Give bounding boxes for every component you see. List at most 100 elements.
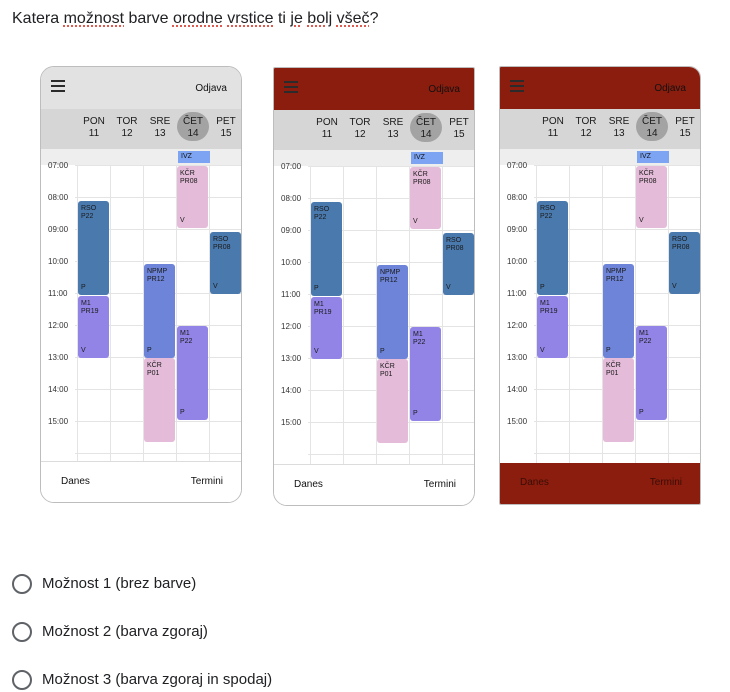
day-header-row: PON 11 TOR 12 SRE 13 ČET 14 PET 15	[41, 109, 241, 149]
calendar-event[interactable]: KČR P01	[603, 358, 634, 443]
question-word: je	[290, 10, 303, 27]
calendar-event[interactable]: M1 PR19 V	[78, 295, 109, 358]
today-button[interactable]: Danes	[520, 477, 549, 488]
time-label: 14:00	[507, 385, 528, 394]
calendar-event[interactable]: KČR P01	[377, 359, 408, 444]
calendar-event[interactable]: KČR P01	[144, 358, 175, 443]
event-code: KČR	[147, 362, 162, 369]
day-number: 15	[679, 128, 691, 139]
time-label: 14:00	[48, 385, 69, 394]
logout-link[interactable]: Odjava	[195, 83, 227, 94]
all-day-event[interactable]: IVZ	[411, 152, 443, 164]
calendar-event[interactable]: NPMP PR12 P	[144, 263, 175, 358]
hamburger-menu-icon[interactable]	[510, 80, 524, 92]
calendar-event[interactable]: RSO PR08 V	[669, 231, 700, 294]
day-name: PON	[316, 117, 338, 128]
event-room: PR08	[213, 243, 231, 251]
day-header[interactable]: SRE 13	[144, 116, 176, 140]
day-header[interactable]: SRE 13	[603, 116, 635, 140]
time-label: 13:00	[281, 354, 302, 363]
day-header[interactable]: ČET 14	[410, 113, 442, 142]
time-label: 15:00	[48, 417, 69, 426]
calendar-event[interactable]: NPMP PR12 P	[377, 264, 408, 359]
calendar-event[interactable]: RSO P22 P	[311, 202, 342, 297]
event-type: P	[81, 284, 86, 292]
day-name: PON	[83, 116, 105, 127]
hamburger-menu-icon[interactable]	[51, 80, 65, 92]
question-text: barve	[124, 10, 173, 27]
event-room: PR08	[446, 244, 464, 252]
day-name: PET	[449, 117, 469, 128]
calendar-event[interactable]: M1 PR19 V	[537, 295, 568, 358]
calendar-event[interactable]: KČR PR08 V	[636, 166, 667, 228]
radio-button[interactable]	[12, 574, 32, 594]
time-label: 07:00	[507, 161, 528, 170]
all-day-strip: IVZ	[500, 149, 700, 165]
grid-line	[602, 165, 603, 465]
event-code: RSO	[314, 206, 330, 214]
event-code: RSO	[81, 205, 97, 213]
question-word: všeč	[336, 10, 370, 27]
calendar-event[interactable]: KČR PR08 V	[177, 166, 208, 228]
day-header[interactable]: ČET 14	[636, 112, 668, 141]
event-type: V	[672, 282, 677, 290]
event-type: V	[213, 282, 218, 290]
event-code: KČR	[606, 362, 621, 369]
calendar-event[interactable]: M1 P22 P	[410, 327, 441, 421]
day-number: 12	[580, 128, 592, 139]
calendar-event[interactable]: RSO P22 P	[537, 201, 568, 296]
event-type: V	[180, 217, 185, 224]
day-header-row: PON 11 TOR 12 SRE 13 ČET 14 PET 15	[500, 109, 700, 149]
time-label: 15:00	[281, 418, 302, 427]
radio-button[interactable]	[12, 622, 32, 642]
calendar-event[interactable]: RSO P22 P	[78, 201, 109, 296]
day-header[interactable]: PON 11	[537, 116, 569, 140]
day-name: TOR	[575, 116, 597, 127]
time-label: 11:00	[281, 290, 301, 299]
day-header[interactable]: PON 11	[78, 116, 110, 140]
terms-button[interactable]: Termini	[649, 477, 682, 488]
day-header[interactable]: TOR 12	[570, 116, 602, 140]
calendar-event[interactable]: RSO PR08 V	[443, 232, 474, 295]
hamburger-menu-icon[interactable]	[284, 81, 298, 93]
day-header[interactable]: PON 11	[311, 117, 343, 141]
radio-button[interactable]	[12, 670, 32, 690]
day-number: 14	[420, 129, 432, 140]
event-type: V	[446, 283, 451, 291]
day-name: SRE	[382, 117, 404, 128]
day-header[interactable]: PET 15	[443, 117, 474, 141]
calendar-event[interactable]: RSO PR08 V	[210, 231, 241, 294]
calendar-event[interactable]: NPMP PR12 P	[603, 263, 634, 358]
event-type: P	[380, 347, 385, 355]
day-header[interactable]: PET 15	[210, 116, 241, 140]
day-number: 12	[121, 128, 133, 139]
day-header[interactable]: SRE 13	[377, 117, 409, 141]
all-day-event[interactable]: IVZ	[178, 151, 210, 163]
all-day-event[interactable]: IVZ	[637, 151, 669, 163]
day-header[interactable]: PET 15	[669, 116, 700, 140]
logout-link[interactable]: Odjava	[428, 84, 460, 95]
day-header[interactable]: TOR 12	[111, 116, 143, 140]
day-header[interactable]: TOR 12	[344, 117, 376, 141]
calendar-event[interactable]: M1 P22 P	[636, 326, 667, 420]
calendar-event[interactable]: M1 PR19 V	[311, 296, 342, 359]
event-room: PR12	[606, 275, 624, 283]
terms-button[interactable]: Termini	[190, 476, 223, 487]
mockup-option-3: Odjava PON 11 TOR 12 SRE 13 ČET 14 PET 15 IVZ 07:00 0…	[499, 66, 701, 505]
event-room: P01	[380, 371, 393, 378]
question-text: Katera	[12, 10, 64, 27]
today-button[interactable]: Danes	[294, 479, 323, 490]
calendar-event[interactable]: M1 P22 P	[177, 326, 208, 420]
day-header[interactable]: ČET 14	[177, 112, 209, 141]
calendar-event[interactable]: KČR PR08 V	[410, 167, 441, 229]
event-room: PR08	[180, 178, 198, 185]
all-day-strip: IVZ	[41, 149, 241, 165]
grid-line	[308, 262, 474, 263]
today-button[interactable]: Danes	[61, 476, 90, 487]
event-type: P	[606, 346, 611, 354]
grid-line	[143, 165, 144, 465]
logout-link[interactable]: Odjava	[654, 83, 686, 94]
terms-button[interactable]: Termini	[423, 479, 456, 490]
event-code: M1	[180, 330, 190, 337]
time-label: 10:00	[507, 257, 528, 266]
